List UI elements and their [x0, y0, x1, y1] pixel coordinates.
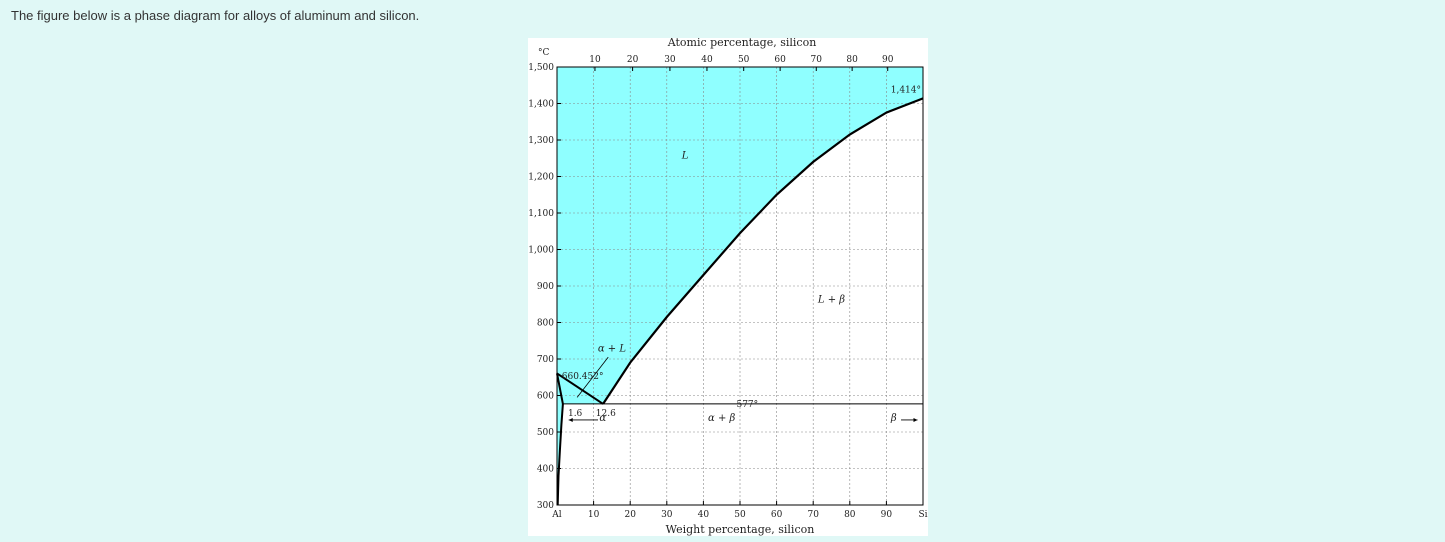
- weight-tick-label: 40: [698, 510, 710, 520]
- atomic-tick-label: 40: [701, 55, 713, 65]
- phase-label-liquid-beta: L + β: [817, 294, 845, 305]
- si-melting-point-label: 1,414°: [891, 86, 921, 96]
- weight-tick-label: 60: [771, 510, 783, 520]
- si-liquidus-curve: [602, 97, 924, 405]
- weight-tick-label: 10: [588, 510, 600, 520]
- top-axis-title: Atomic percentage, silicon: [667, 38, 817, 49]
- temperature-tick-label: 1,300: [528, 136, 554, 146]
- weight-tick-label: Si: [918, 510, 927, 520]
- alpha-arrow-head: [568, 417, 573, 422]
- temperature-tick-label: 1,100: [528, 209, 554, 219]
- weight-tick-label: 70: [807, 510, 819, 520]
- alpha-solidus-line: [556, 373, 564, 405]
- beta-arrow-head: [913, 417, 918, 422]
- temperature-tick-label: 600: [537, 392, 554, 402]
- atomic-tick-label: 10: [589, 55, 601, 65]
- temperature-tick-label: 800: [537, 319, 554, 329]
- temperature-tick-label: 700: [537, 355, 554, 365]
- atomic-tick-label: 20: [627, 55, 639, 65]
- weight-tick-label: 30: [661, 510, 673, 520]
- weight-tick-label: 90: [881, 510, 893, 520]
- alpha-solvus-line: [556, 403, 564, 506]
- al-melting-point-label: 660.452°: [562, 372, 604, 382]
- phase-label-liquid: L: [681, 150, 689, 161]
- weight-tick-label: 20: [624, 510, 636, 520]
- atomic-tick-label: 60: [774, 55, 786, 65]
- temperature-tick-label: 1,500: [528, 63, 554, 73]
- atomic-tick-label: 30: [664, 55, 676, 65]
- phase-diagram-svg: Atomic percentage, silicon Weight percen…: [528, 38, 927, 536]
- temperature-tick-label: 1,200: [528, 173, 554, 183]
- temperature-unit-label: °C: [538, 48, 550, 58]
- temperature-tick-label: 1,000: [528, 246, 554, 256]
- temperature-tick-label: 300: [537, 501, 554, 511]
- phase-label-alpha-beta: α + β: [708, 413, 735, 424]
- bottom-axis-title: Weight percentage, silicon: [666, 523, 815, 536]
- eutectic-temperature-label: 577°: [736, 400, 758, 410]
- phase-label-alpha-liquid: α + L: [598, 344, 626, 355]
- solubility-limit-label: 1.6: [568, 409, 583, 419]
- al-liquidus-line: [556, 372, 604, 405]
- eutectic-composition-label: 12.6: [596, 409, 616, 419]
- weight-tick-label: 50: [734, 510, 746, 520]
- alpha-liquid-leader: [576, 356, 609, 398]
- weight-tick-label: Al: [551, 510, 561, 520]
- atomic-tick-label: 50: [738, 55, 750, 65]
- phase-label-alpha: α: [599, 413, 606, 424]
- temperature-tick-label: 1,400: [528, 100, 554, 110]
- weight-tick-label: 80: [844, 510, 856, 520]
- temperature-tick-label: 900: [537, 282, 554, 292]
- atomic-tick-label: 70: [811, 55, 823, 65]
- temperature-tick-label: 400: [537, 465, 554, 475]
- liquid-region-fill: [557, 67, 923, 505]
- atomic-tick-label: 90: [882, 55, 894, 65]
- phase-label-beta: β: [890, 413, 897, 424]
- temperature-tick-label: 500: [537, 428, 554, 438]
- atomic-tick-label: 80: [846, 55, 858, 65]
- phase-diagram-figure: Atomic percentage, silicon Weight percen…: [528, 38, 928, 536]
- intro-text: The figure below is a phase diagram for …: [11, 8, 420, 23]
